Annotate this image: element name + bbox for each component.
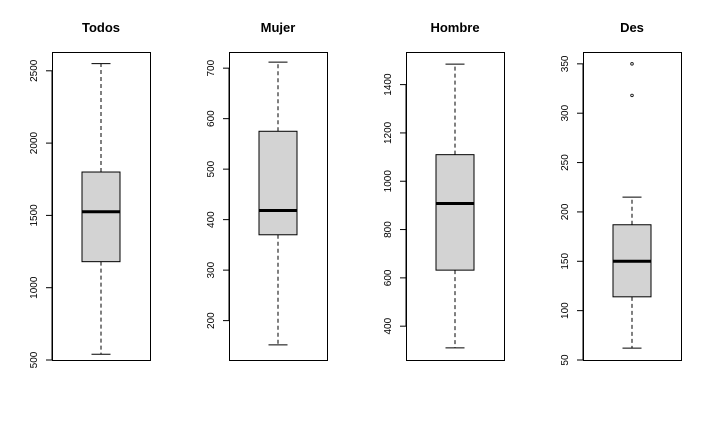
panel-todos: Todos 500 1000 1500 2000 2500 <box>29 20 151 368</box>
y-tick-label: 100 <box>560 302 571 319</box>
panel-title: Des <box>620 20 644 35</box>
y-tick-label: 500 <box>206 160 217 177</box>
panel-mujer: Mujer 200 300 400 500 600 700 <box>206 20 328 361</box>
y-tick-label: 300 <box>560 104 571 121</box>
y-tick-label: 1000 <box>383 170 394 193</box>
y-tick-label: 600 <box>206 110 217 127</box>
y-tick-label: 200 <box>206 312 217 329</box>
y-tick-label: 250 <box>560 154 571 171</box>
y-tick-label: 400 <box>383 317 394 334</box>
y-tick-label: 1500 <box>29 204 40 227</box>
y-tick-label: 2500 <box>29 59 40 82</box>
iqr-box <box>81 171 121 263</box>
y-tick-label: 600 <box>383 269 394 286</box>
panel-title: Todos <box>82 20 120 35</box>
panel-title: Mujer <box>261 20 296 35</box>
panel-des: Des 50 100 150 200 250 300 350 <box>560 20 682 366</box>
y-tick-label: 1400 <box>383 73 394 96</box>
y-tick-label: 300 <box>206 261 217 278</box>
y-tick-label: 800 <box>383 221 394 238</box>
y-tick-label: 350 <box>560 55 571 72</box>
y-tick-label: 150 <box>560 253 571 270</box>
outlier-point <box>630 62 634 66</box>
y-tick-label: 700 <box>206 59 217 76</box>
y-tick-label: 50 <box>560 354 571 366</box>
y-tick-label: 400 <box>206 211 217 228</box>
outlier-point <box>630 93 634 98</box>
panel-hombre: Hombre 400 600 800 1000 1200 1400 <box>383 20 505 361</box>
iqr-box <box>258 130 298 236</box>
y-tick-label: 1000 <box>29 276 40 299</box>
iqr-box <box>435 154 475 271</box>
y-tick-label: 500 <box>29 351 40 368</box>
y-tick-label: 2000 <box>29 132 40 155</box>
y-tick-label: 1200 <box>383 121 394 144</box>
y-tick-label: 200 <box>560 203 571 220</box>
panel-title: Hombre <box>430 20 479 35</box>
